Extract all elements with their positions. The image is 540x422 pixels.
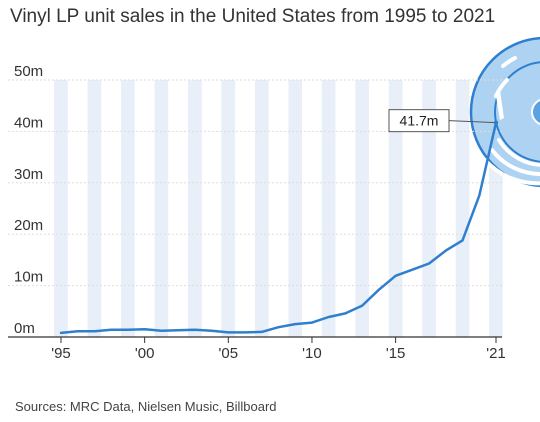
year-band (154, 80, 169, 337)
callout-leader (448, 120, 497, 124)
y-tick-label: 10m (14, 269, 43, 286)
x-tick-label: '00 (135, 345, 155, 362)
year-band (221, 80, 236, 337)
y-tick-label: 0m (14, 320, 35, 337)
year-band (321, 80, 336, 337)
gridlines (8, 79, 502, 338)
year-band (188, 80, 202, 337)
year-band (422, 80, 436, 337)
x-tick-label: '15 (386, 345, 406, 362)
record-groove (490, 148, 540, 177)
year-band (254, 80, 269, 337)
annotation: 41.7m (388, 109, 499, 133)
record-disc (469, 36, 540, 188)
record-groove (483, 158, 540, 186)
year-band (121, 80, 135, 337)
y-tick-label: 30m (14, 166, 43, 183)
record-inner-ring (494, 61, 540, 163)
x-tick-label: '21 (486, 345, 506, 362)
year-bands (54, 80, 503, 337)
record-label (531, 98, 540, 126)
year-band (87, 80, 102, 337)
series-line-group (59, 121, 498, 335)
chart-title: Vinyl LP unit sales in the United States… (10, 6, 496, 27)
y-tick-label: 50m (14, 63, 43, 80)
x-tick-label: '10 (302, 345, 322, 362)
year-band (355, 80, 369, 337)
record-groove (494, 78, 509, 98)
series-line (59, 121, 498, 335)
x-axis: '95 '00 '05 '10 '15 '21 (51, 337, 506, 362)
year-band (288, 80, 303, 337)
y-axis: 0m 10m 20m 30m 40m 50m (14, 63, 43, 337)
callout-label: 41.7m (400, 113, 439, 129)
y-tick-label: 20m (14, 217, 43, 234)
year-band (54, 80, 68, 337)
x-tick-label: '05 (219, 345, 239, 362)
record-highlight (496, 90, 504, 120)
year-band (388, 80, 403, 337)
callout-point (493, 120, 499, 125)
source-note: Sources: MRC Data, Nielsen Music, Billbo… (15, 399, 277, 414)
year-band (455, 80, 470, 337)
record-groove (501, 56, 517, 68)
callout-box (388, 109, 450, 133)
x-tick-label: '95 (51, 345, 71, 362)
y-tick-label: 40m (14, 114, 43, 131)
vinyl-record-icon (469, 36, 540, 188)
